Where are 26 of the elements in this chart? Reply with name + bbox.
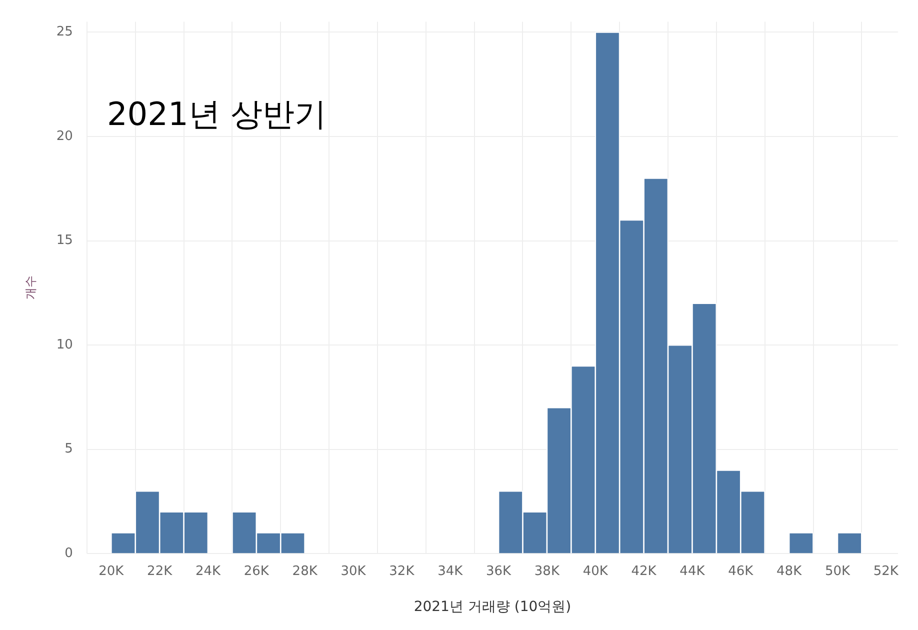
x-tick-label: 42K — [631, 564, 657, 579]
x-tick-label: 26K — [244, 564, 270, 579]
x-tick-label: 20K — [98, 564, 124, 579]
x-tick-label: 38K — [534, 564, 560, 579]
x-tick-label: 34K — [438, 564, 464, 579]
x-tick-label: 40K — [582, 564, 608, 579]
x-tick-label: 22K — [147, 564, 173, 579]
x-axis-title: 2021년 거래량 (10억원) — [414, 599, 572, 616]
y-axis-title: 개수 — [23, 276, 38, 300]
y-tick-label: 25 — [56, 24, 73, 40]
x-tick-label: 44K — [680, 564, 706, 579]
x-tick-label: 50K — [824, 564, 850, 579]
x-tick-label: 30K — [340, 564, 366, 579]
x-tick-label: 48K — [776, 564, 802, 579]
x-tick-label: 46K — [728, 564, 754, 579]
y-tick-label: 0 — [64, 546, 73, 561]
y-tick-label: 20 — [56, 128, 73, 144]
x-tick-label: 52K — [873, 564, 899, 579]
y-tick-label: 15 — [56, 233, 73, 248]
x-tick-label: 36K — [486, 564, 512, 579]
x-tick-label: 32K — [389, 564, 415, 579]
y-tick-label: 10 — [56, 337, 73, 352]
x-tick-label: 24K — [195, 564, 221, 579]
x-tick-label: 28K — [292, 564, 318, 579]
y-tick-label: 5 — [64, 442, 73, 457]
text: 2021년 상반기 — [106, 95, 327, 134]
